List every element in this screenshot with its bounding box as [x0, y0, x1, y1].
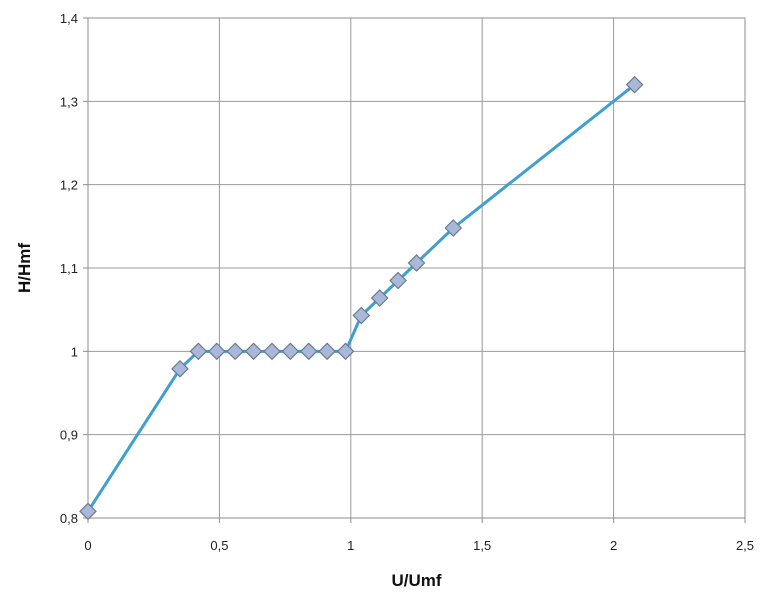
x-tick-label: 0,5: [210, 538, 228, 553]
x-tick-label: 2: [610, 538, 617, 553]
x-tick-label: 2,5: [736, 538, 754, 553]
data-point-marker: [352, 306, 371, 325]
x-axis-ticks: 0 0,5 1 1,5 2 2,5: [84, 518, 754, 553]
data-point-marker: [79, 502, 97, 521]
y-tick-label: 1,4: [60, 11, 78, 26]
series-layer: [79, 75, 644, 521]
y-axis-title: H/Hmf: [15, 243, 34, 293]
y-axis-ticks: 0,8 0,9 1 1,1 1,2 1,3 1,4: [60, 11, 88, 526]
data-point-marker: [244, 342, 263, 361]
data-point-marker: [189, 342, 208, 361]
data-point-marker: [336, 342, 355, 361]
y-tick-label: 1,3: [60, 94, 78, 109]
data-point-marker: [625, 75, 644, 94]
data-point-marker: [370, 289, 389, 307]
data-point-marker: [299, 342, 318, 361]
x-tick-label: 1,5: [473, 538, 491, 553]
data-point-marker: [171, 359, 189, 378]
data-point-marker: [207, 342, 226, 361]
x-axis-title: U/Umf: [391, 571, 441, 590]
y-tick-label: 0,8: [60, 511, 78, 526]
data-point-marker: [407, 254, 426, 272]
x-tick-label: 0: [84, 538, 91, 553]
data-point-marker: [226, 342, 245, 361]
series-line: [86, 83, 636, 513]
y-tick-label: 1,2: [60, 178, 78, 193]
y-tick-label: 1: [71, 344, 78, 359]
data-point-marker: [444, 219, 463, 237]
x-tick-label: 1: [347, 538, 354, 553]
y-tick-label: 0,9: [60, 428, 78, 443]
data-point-marker: [263, 342, 281, 361]
data-point-marker: [281, 342, 300, 361]
y-tick-label: 1,1: [60, 261, 78, 276]
data-point-marker: [318, 342, 336, 361]
data-point-marker: [389, 271, 407, 290]
